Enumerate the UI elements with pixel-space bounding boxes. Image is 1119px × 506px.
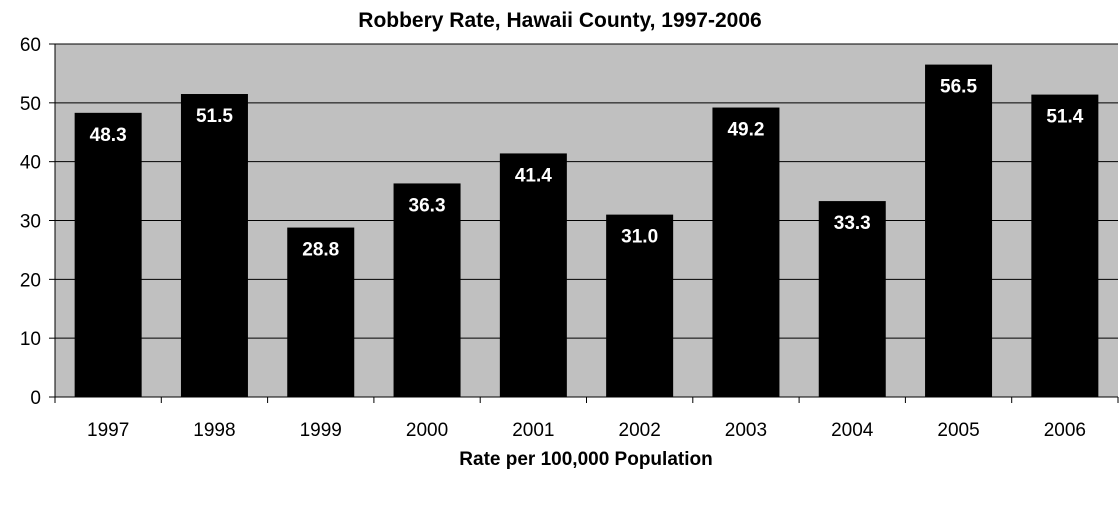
data-label-2003: 49.2 [727, 120, 764, 141]
bars-group [74, 64, 1099, 398]
x-tick-label: 2002 [619, 420, 661, 441]
x-tick-label: 2000 [406, 420, 448, 441]
y-tick-label: 0 [30, 388, 41, 409]
x-tick-label: 1999 [300, 420, 342, 441]
bar-2002 [606, 214, 674, 397]
bar-1998 [180, 94, 248, 397]
chart-title: Robbery Rate, Hawaii County, 1997-2006 [358, 9, 761, 32]
x-axis-title: Rate per 100,000 Population [459, 449, 712, 470]
y-tick-label: 50 [20, 94, 41, 115]
bar-2005 [925, 64, 993, 397]
x-tick-label: 1998 [193, 420, 235, 441]
data-label-1999: 28.8 [302, 240, 339, 261]
y-tick-label: 60 [20, 35, 41, 56]
bar-2004 [818, 201, 886, 397]
axes [49, 43, 1119, 403]
x-tick-label: 2003 [725, 420, 767, 441]
x-tick-label: 1997 [87, 420, 129, 441]
data-label-2000: 36.3 [409, 195, 446, 216]
x-tick-label: 2006 [1044, 420, 1086, 441]
bar-2001 [499, 153, 567, 397]
bar-2006 [1031, 94, 1099, 397]
data-labels: 48.3 51.5 28.8 36.3 41.4 31.0 49.2 33.3 56.5 51.4 [90, 77, 1084, 261]
bar-1997 [74, 112, 142, 398]
y-tick-label: 10 [20, 329, 41, 350]
y-tick-labels: 0 10 20 30 40 50 60 [20, 35, 41, 409]
x-tick-label: 2001 [512, 420, 554, 441]
x-tick-labels: 1997 1998 1999 2000 2001 2002 2003 2004 2005 2006 [87, 420, 1086, 441]
data-label-2004: 33.3 [834, 213, 871, 234]
bar-1999 [287, 227, 355, 397]
data-label-2005: 56.5 [940, 77, 977, 98]
bar-2000 [393, 183, 461, 397]
y-tick-label: 20 [20, 270, 41, 291]
data-label-1998: 51.5 [196, 106, 233, 127]
data-label-1997: 48.3 [90, 125, 127, 146]
x-tick-label: 2004 [831, 420, 874, 441]
bar-2003 [712, 107, 780, 397]
y-tick-label: 40 [20, 153, 41, 174]
data-label-2001: 41.4 [515, 165, 552, 186]
y-tick-label: 30 [20, 212, 41, 233]
x-tick-label: 2005 [937, 420, 979, 441]
data-label-2006: 51.4 [1046, 107, 1083, 128]
data-label-2002: 31.0 [621, 227, 658, 248]
